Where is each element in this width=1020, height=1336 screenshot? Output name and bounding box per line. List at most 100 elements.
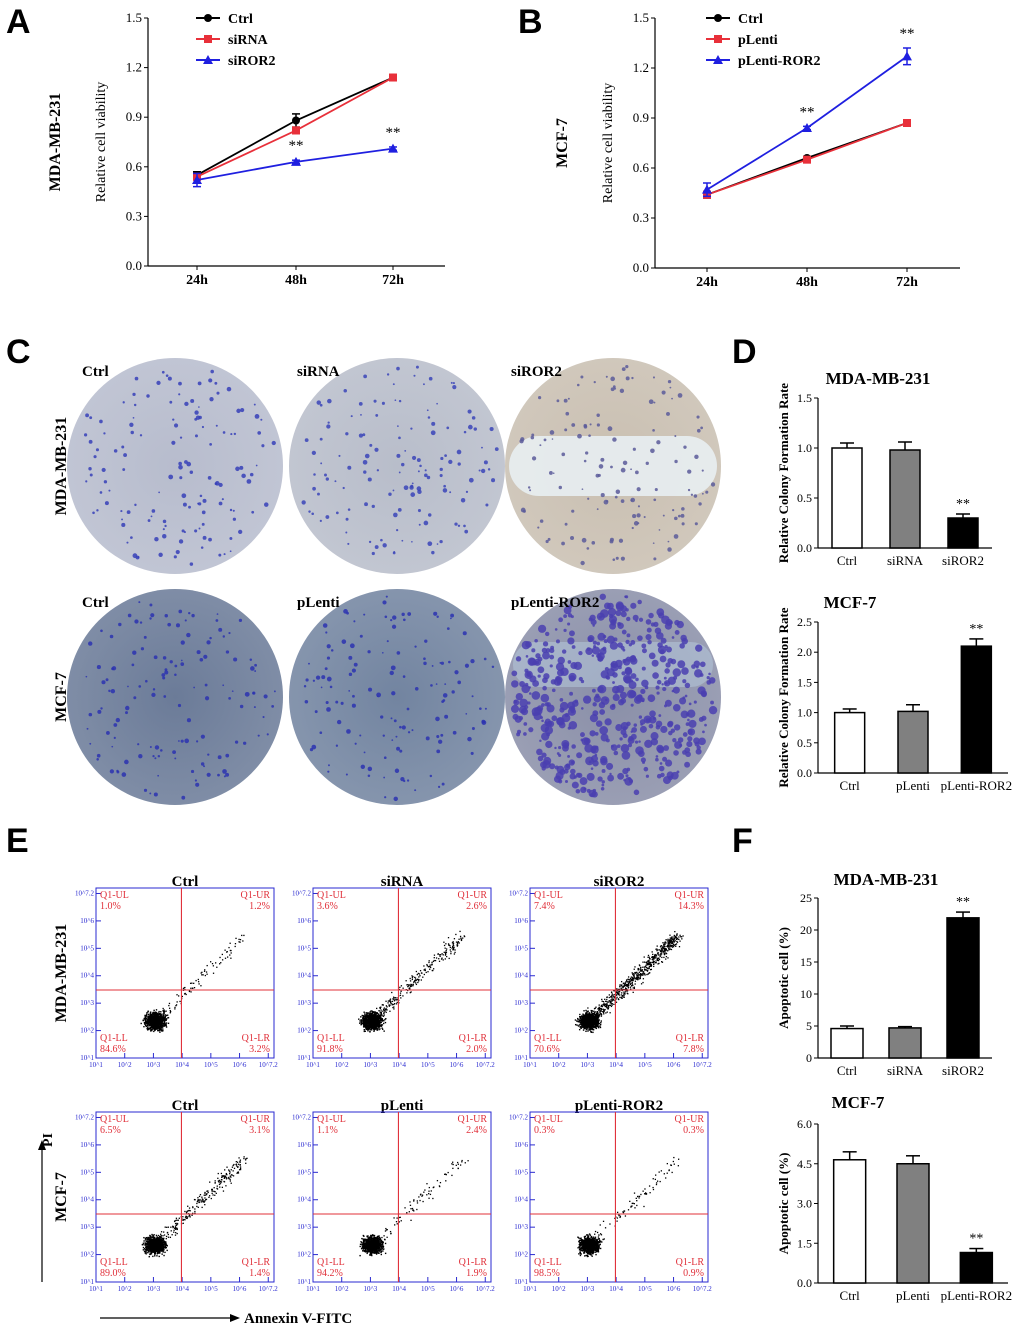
colony <box>253 403 256 406</box>
colony <box>251 510 255 514</box>
colony <box>667 720 674 727</box>
colony <box>262 716 265 719</box>
colony <box>96 757 99 761</box>
event-dot <box>577 1018 579 1021</box>
colony <box>588 760 592 764</box>
data-point-pLenti <box>903 119 911 127</box>
event-dot <box>149 1018 152 1020</box>
colony <box>663 745 670 751</box>
colony <box>637 599 642 605</box>
event-dot <box>452 944 455 947</box>
colony <box>607 602 614 610</box>
event-dot <box>234 945 236 948</box>
event-dot <box>155 1026 158 1029</box>
colony <box>402 618 406 622</box>
colony <box>399 725 402 729</box>
event-dot <box>372 1016 374 1019</box>
colony <box>545 648 551 653</box>
event-dot <box>622 988 624 991</box>
event-dot <box>365 1015 367 1017</box>
event-dot <box>162 1010 164 1012</box>
colony <box>246 479 252 484</box>
colony <box>602 634 607 639</box>
quadrant-value: 1.0% <box>100 901 121 912</box>
event-dot <box>651 951 653 953</box>
event-dot <box>378 1028 380 1031</box>
colony <box>386 640 389 643</box>
event-dot <box>151 1015 153 1017</box>
colony <box>617 772 625 780</box>
event-dot <box>378 1021 381 1024</box>
colony <box>556 765 565 774</box>
colony <box>189 562 194 566</box>
event-dot <box>369 1019 371 1022</box>
colony <box>374 545 379 549</box>
event-dot <box>155 1020 157 1023</box>
event-dot <box>157 1029 159 1032</box>
colony <box>606 762 614 770</box>
event-dot <box>224 957 227 959</box>
event-dot <box>587 1020 590 1022</box>
colony <box>567 701 576 710</box>
event-dot <box>381 1018 383 1020</box>
event-dot <box>162 1027 164 1029</box>
colony <box>188 611 191 615</box>
event-dot <box>385 1000 387 1002</box>
colony <box>178 740 180 742</box>
data-point-pLenti-ROR2 <box>702 184 712 194</box>
colony <box>206 772 211 777</box>
event-dot <box>362 1021 365 1023</box>
colony <box>319 403 323 407</box>
colony <box>603 639 608 644</box>
colony <box>452 382 455 385</box>
colony <box>677 393 683 398</box>
colony <box>239 704 244 709</box>
colony <box>404 450 407 452</box>
event-dot <box>164 1014 167 1016</box>
event-dot <box>152 1021 154 1024</box>
y-tick-label: 10^6 <box>297 917 311 925</box>
event-dot <box>595 1023 597 1025</box>
bar-Ctrl <box>833 711 866 774</box>
event-dot <box>445 953 447 955</box>
colony <box>326 656 331 660</box>
colony <box>555 639 560 644</box>
event-dot <box>378 1023 381 1025</box>
event-dot <box>369 1014 372 1017</box>
event-dot <box>580 1018 582 1020</box>
event-dot <box>365 1018 367 1020</box>
event-dot <box>379 1006 381 1009</box>
event-dot <box>230 952 232 954</box>
y-tick-label: 10^3 <box>80 999 94 1007</box>
event-dot <box>151 1019 154 1021</box>
event-dot <box>434 959 437 962</box>
event-dot <box>460 939 463 942</box>
colony <box>637 635 643 641</box>
event-dot <box>375 1015 377 1017</box>
event-dot <box>649 968 652 971</box>
colony <box>424 469 427 472</box>
event-dot <box>415 970 418 973</box>
colony <box>592 702 597 707</box>
colony <box>601 783 605 787</box>
colony <box>531 456 537 461</box>
colony <box>392 615 397 620</box>
event-dot <box>367 1019 369 1021</box>
x-tick-label: 10^5 <box>204 1061 218 1069</box>
colony <box>121 518 123 521</box>
event-dot <box>149 1021 151 1024</box>
event-dot <box>663 954 666 956</box>
colony <box>189 470 194 474</box>
y-tick-label: 1.5 <box>797 391 812 405</box>
event-dot <box>638 964 641 966</box>
event-dot <box>594 1023 596 1025</box>
event-dot <box>374 1015 376 1017</box>
colony <box>524 670 533 679</box>
colony <box>178 539 184 544</box>
event-dot <box>368 1015 370 1018</box>
event-dot <box>585 1028 588 1031</box>
colony <box>632 614 639 621</box>
colony <box>403 485 409 491</box>
